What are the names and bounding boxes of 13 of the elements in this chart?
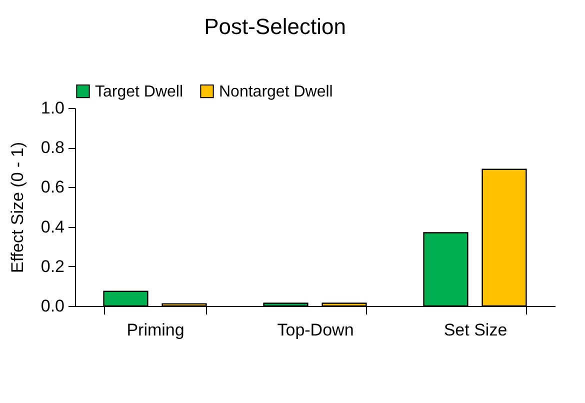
y-axis-title: Effect Size (0 - 1) [8,142,27,274]
y-tick-label: 0.8 [40,138,64,158]
y-tick-label: 0.6 [40,178,64,197]
legend-label: Target Dwell [95,83,184,100]
y-tick-label: 0.2 [40,256,64,276]
y-tick-label: 1.0 [40,98,64,118]
y-tick-label: 0.0 [40,296,64,316]
legend-label: Nontarget Dwell [219,83,333,100]
y-tick-label: 0.4 [40,217,64,236]
x-tick-label: Priming [126,320,184,340]
chart-title: Post-Selection [204,14,346,39]
x-tick-label: Set Size [444,320,508,340]
x-tick-label: Top-Down [277,320,354,340]
